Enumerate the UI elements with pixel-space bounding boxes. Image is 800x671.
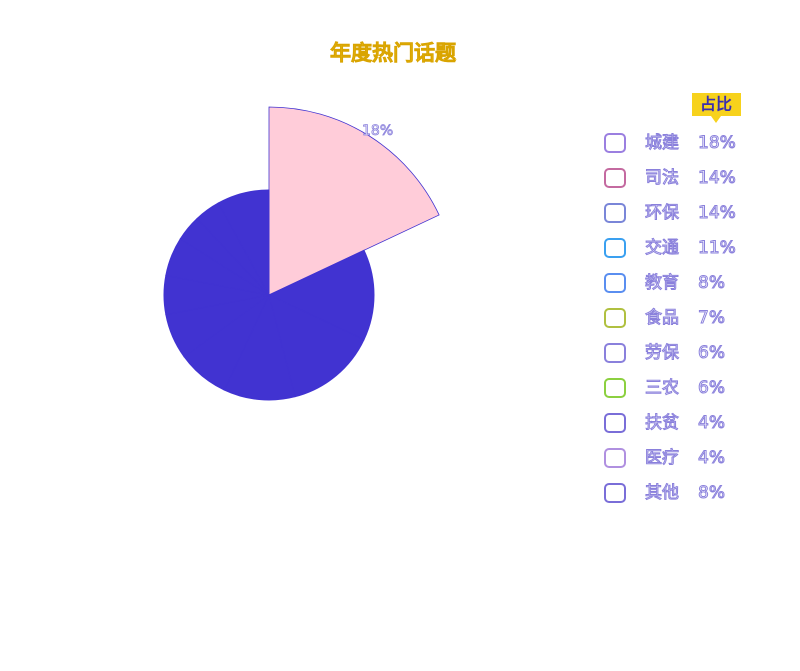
legend-value: 4%: [698, 448, 725, 468]
pie-slice: [217, 189, 270, 296]
legend-label: 医疗: [645, 448, 679, 468]
pie-slice: [268, 106, 440, 296]
pie-slice: [223, 293, 296, 401]
legend-label: 教育: [645, 273, 679, 293]
legend-icon: [604, 133, 626, 153]
legend-icon: [604, 343, 626, 363]
legend-value: 18%: [698, 133, 736, 153]
legend-value: 8%: [698, 273, 725, 293]
legend-icon: [604, 483, 626, 503]
legend-value: 14%: [698, 203, 736, 223]
legend-label: 城建: [645, 133, 679, 153]
legend-value: 6%: [698, 378, 725, 398]
legend-label: 司法: [645, 168, 679, 188]
legend-label: 食品: [645, 308, 679, 328]
legend-label: 其他: [645, 483, 679, 503]
legend-icon: [604, 168, 626, 188]
pie-slice: [268, 294, 365, 398]
legend-value: 11%: [698, 238, 736, 258]
legend-icon: [604, 378, 626, 398]
legend-label: 环保: [645, 203, 679, 223]
legend-header-pointer: [711, 116, 721, 123]
legend-value: 4%: [698, 413, 725, 433]
legend-icon: [604, 238, 626, 258]
legend-icon: [604, 203, 626, 223]
legend-icon: [604, 448, 626, 468]
legend-value: 8%: [698, 483, 725, 503]
chart-title: 年度热门话题: [330, 41, 457, 65]
legend-icon: [604, 413, 626, 433]
legend-header-box: [692, 93, 741, 116]
pie-slice: [267, 249, 375, 341]
legend-label: 扶贫: [645, 413, 679, 433]
legend-value: 7%: [698, 308, 725, 328]
legend-label: 三农: [645, 378, 679, 398]
data-label: 18%: [362, 123, 393, 139]
legend-icon: [604, 273, 626, 293]
legend-label: 交通: [645, 238, 679, 258]
legend-value: 14%: [698, 168, 736, 188]
legend-label: 劳保: [645, 343, 679, 363]
legend-title: 占比: [700, 95, 732, 114]
legend-value: 6%: [698, 343, 725, 363]
legend-icon: [604, 308, 626, 328]
